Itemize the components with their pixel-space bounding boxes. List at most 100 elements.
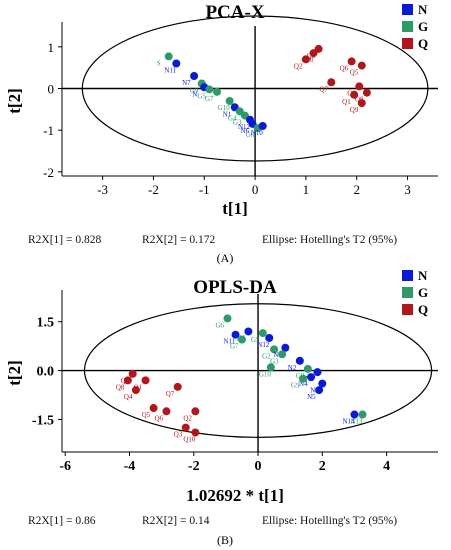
data-point-G10 xyxy=(266,363,275,372)
legend-label-G: G xyxy=(418,19,428,34)
point-label: Q5 xyxy=(350,69,359,77)
data-point-Q7 xyxy=(173,382,182,391)
data-point-G8 xyxy=(303,364,312,373)
legend-swatch-N xyxy=(402,270,413,281)
footer-stat-1: R2X[2] = 0.172 xyxy=(142,234,215,246)
x-tick-label: -6 xyxy=(59,459,71,474)
point-label: Q9 xyxy=(350,106,359,114)
point-label: G3 xyxy=(270,357,279,365)
point-label: N1 xyxy=(273,351,282,359)
point-label: Q7 xyxy=(166,390,175,398)
point-label: G6 xyxy=(246,131,255,139)
data-point-N7 xyxy=(190,72,199,80)
hotelling-ellipse xyxy=(83,303,433,438)
data-point-N8 xyxy=(318,379,327,388)
x-axis-label: 1.02692 * t[1] xyxy=(186,486,284,505)
point-label: N11 xyxy=(164,67,176,75)
data-point-N4 xyxy=(307,373,316,382)
point-label: G5 xyxy=(251,336,260,344)
point-label: N13 xyxy=(350,418,363,426)
legend-label-N: N xyxy=(418,2,428,17)
data-point-Q7 xyxy=(327,78,336,87)
x-tick-label: 4 xyxy=(383,459,390,474)
chart-0: PCA-X NGQ-3 -2 -1 0 1 2 3-2-101t[1]t[2]SN11N7G9… xyxy=(5,2,438,265)
point-label: G9 xyxy=(291,382,300,390)
legend-swatch-Q xyxy=(402,304,413,315)
point-label: G10 xyxy=(218,104,231,112)
x-tick-label: -3 xyxy=(97,182,108,197)
data-point-Q6 xyxy=(162,407,171,416)
legend-label-G: G xyxy=(418,285,428,300)
footer-stat-1: R2X[2] = 0.14 xyxy=(142,515,210,527)
data-point-G6 xyxy=(223,314,232,323)
legend-label-N: N xyxy=(418,268,428,283)
point-label: Q4 xyxy=(124,393,133,401)
point-label: N12 xyxy=(238,123,251,131)
x-tick-label: 2 xyxy=(353,182,360,197)
legend-label-Q: Q xyxy=(418,36,428,51)
data-point-Q10 xyxy=(309,49,318,58)
x-axis-label: t[1] xyxy=(222,199,247,218)
point-label: N2 xyxy=(288,364,297,372)
data-point-N6 xyxy=(244,327,253,336)
data-point-Q2 xyxy=(191,407,200,416)
data-point-S xyxy=(164,52,173,61)
x-tick-label: 1 xyxy=(303,182,310,197)
chart-title: PCA-X xyxy=(205,2,264,23)
data-point-G5 xyxy=(205,85,214,94)
footer-stat-2: Ellipse: Hotelling's T2 (95%) xyxy=(262,234,397,246)
x-tick-label: 2 xyxy=(319,459,326,474)
data-point-G5 xyxy=(258,329,267,338)
data-point-G9 xyxy=(299,374,308,383)
data-point-Q9 xyxy=(128,369,137,378)
chart-1: OPLS-DA NGQ -6 -4 -2 0 2 4 -1.5 0.0 1.5 1.02692 * t… xyxy=(5,268,438,547)
data-point-Q2 xyxy=(301,55,310,64)
point-label: G6 xyxy=(216,321,225,329)
point-label: N11 xyxy=(224,338,236,346)
footer-stat-0: R2X[1] = 0.828 xyxy=(28,234,101,246)
data-point-N3 xyxy=(313,368,322,377)
y-axis-label: t[2] xyxy=(5,360,24,385)
point-label: Q10 xyxy=(302,56,315,64)
data-point-Q4 xyxy=(131,386,140,395)
point-label: Q3 xyxy=(174,431,183,439)
point-label: Q10 xyxy=(183,435,196,443)
point-label: Q7 xyxy=(319,85,328,93)
legend-swatch-N xyxy=(402,4,413,15)
data-point-Q1 xyxy=(350,90,359,99)
point-label: Q2 xyxy=(294,62,303,70)
data-point-N11 xyxy=(172,59,181,68)
y-tick-label: -1 xyxy=(43,123,54,138)
point-label: N5 xyxy=(307,393,316,401)
data-point-N11 xyxy=(231,330,240,339)
data-point-G7 xyxy=(212,87,221,96)
data-point-Q4 xyxy=(355,82,364,91)
point-label: Q1 xyxy=(342,98,351,106)
footer-stat-2: Ellipse: Hotelling's T2 (95%) xyxy=(262,515,397,527)
point-label: S xyxy=(157,59,161,67)
panel-caption: (A) xyxy=(217,251,234,265)
point-label: G9 xyxy=(190,87,199,95)
x-tick-label: -1 xyxy=(199,182,210,197)
point-label: N4 xyxy=(299,380,308,388)
point-label: N7 xyxy=(182,79,191,87)
point-label: G10 xyxy=(259,370,272,378)
data-point-N12 xyxy=(265,333,274,342)
y-tick-label: 1 xyxy=(48,40,55,55)
data-point-G7 xyxy=(237,335,246,344)
point-label: N6 xyxy=(241,127,250,135)
point-label: G3 xyxy=(233,119,242,127)
data-point-Q8 xyxy=(123,376,132,385)
point-label: Q6 xyxy=(154,414,163,422)
hotelling-ellipse xyxy=(81,15,429,162)
point-label: N8 xyxy=(310,387,319,395)
point-label: N12 xyxy=(257,341,270,349)
legend-swatch-G xyxy=(402,287,413,298)
data-point-Q8 xyxy=(362,88,371,97)
panel-caption: (B) xyxy=(217,533,233,547)
data-point-Q10 xyxy=(191,428,200,437)
footer-stat-0: R2X[1] = 0.86 xyxy=(28,515,96,527)
y-tick-label: 0.0 xyxy=(37,365,55,380)
point-label: G7 xyxy=(205,95,214,103)
